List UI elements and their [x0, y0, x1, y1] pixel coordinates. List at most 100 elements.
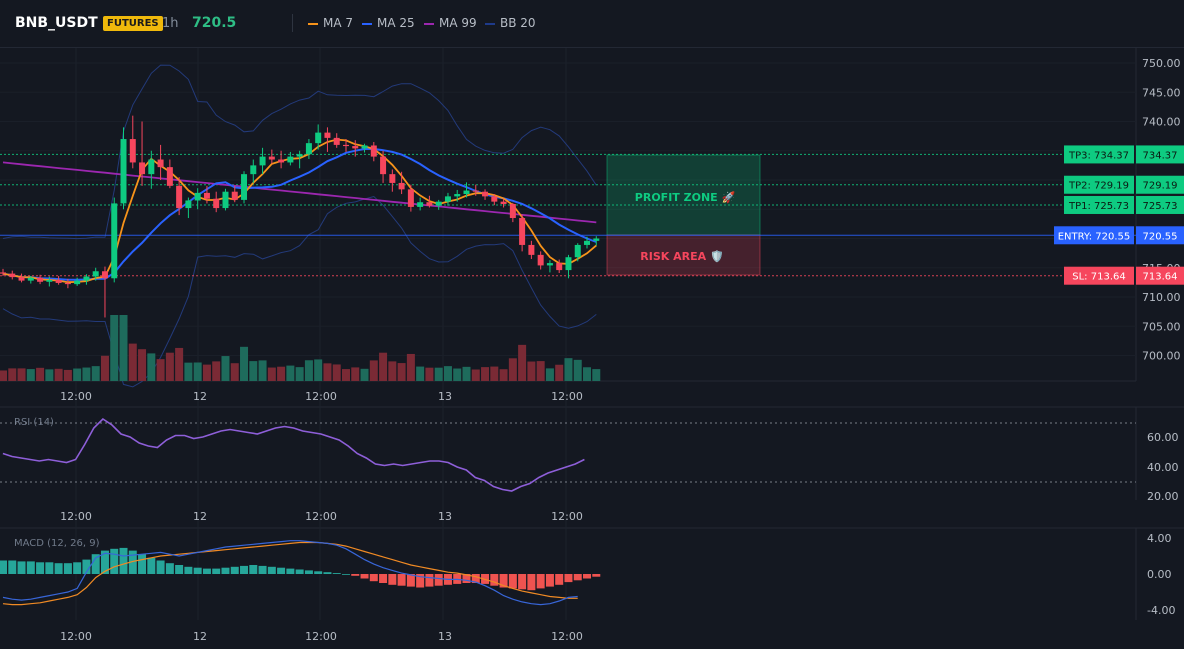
candle-body — [352, 146, 359, 149]
macd-hist-bar — [518, 574, 527, 590]
volume-bar — [555, 364, 564, 381]
candle-body — [157, 159, 164, 168]
candle-body — [278, 159, 285, 163]
symbol-label[interactable]: BNB_USDT — [15, 15, 98, 31]
candle-body — [584, 240, 591, 245]
legend-ma25[interactable]: MA 25 — [362, 15, 415, 32]
macd-axis-neg4: -4.00 — [1147, 604, 1175, 617]
macd-hist-bar — [462, 574, 471, 583]
legend-ma99[interactable]: MA 99 — [424, 15, 477, 32]
volume-bar — [258, 360, 267, 381]
macd-hist-bar — [36, 562, 45, 574]
legend-ma25-label: MA 25 — [377, 16, 415, 30]
macd-hist-bar — [416, 574, 425, 588]
timeframe-label[interactable]: 1h — [162, 16, 179, 31]
candle-body — [463, 190, 470, 195]
macd-hist-bar — [406, 574, 415, 587]
level-tag-text-sl: SL: 713.64 — [1072, 272, 1125, 283]
level-axis-tag-tp1 — [1136, 195, 1184, 214]
macd-hist-bar — [545, 574, 554, 587]
candle-body — [259, 156, 266, 166]
candle-body — [491, 196, 498, 202]
macd-hist-bar — [295, 569, 304, 574]
level-axis-tag-tp2 — [1136, 175, 1184, 194]
volume-bar — [304, 360, 313, 381]
macd-hist-bar — [110, 548, 119, 574]
volume-bar — [91, 366, 100, 381]
macd-hist-bar — [175, 565, 184, 574]
chart-header: BNB_USDT FUTURES 1h 720.5 MA 7 MA 25 MA … — [0, 0, 1184, 48]
level-tag-text-tp1: TP1: 725.73 — [1068, 201, 1129, 212]
candle-body — [18, 277, 25, 281]
bollinger-bands — [2, 64, 597, 388]
ma7-swatch — [308, 22, 318, 25]
level-tag-entry — [1054, 226, 1134, 245]
macd-hist-bar — [119, 547, 128, 574]
bb20-swatch — [485, 22, 495, 25]
macd-hist-bar — [73, 562, 82, 574]
volume-bar — [379, 352, 388, 381]
macd-hist-bar — [425, 574, 434, 587]
macd-hist-bar — [63, 563, 72, 574]
legend-ma99-label: MA 99 — [439, 16, 477, 30]
volume-bar — [499, 369, 508, 381]
time-tick-label: 12 — [193, 510, 207, 523]
level-tag-tp2 — [1064, 175, 1134, 194]
candle-body — [74, 280, 81, 285]
level-axis-value-tp2: 729.19 — [1143, 181, 1178, 192]
level-axis-tag-tp3 — [1136, 145, 1184, 164]
level-tag-text-tp2: TP2: 729.19 — [1068, 181, 1129, 192]
macd-hist-bar — [527, 574, 536, 591]
candle-body — [472, 190, 479, 192]
level-tag-text-tp3: TP3: 734.37 — [1068, 150, 1129, 161]
volume-bar — [212, 361, 221, 381]
volume-bar — [573, 359, 582, 381]
volume-bar — [341, 369, 350, 381]
macd-hist-bar — [82, 559, 91, 574]
candle-body — [324, 132, 331, 138]
macd-hist-bar — [314, 571, 323, 574]
legend-ma7[interactable]: MA 7 — [308, 15, 353, 32]
macd-hist-bar — [147, 557, 156, 574]
volume-bar — [508, 358, 517, 381]
macd-hist-bar — [499, 574, 508, 588]
candle-body — [407, 189, 414, 207]
volume-bar — [0, 370, 7, 381]
time-tick-label: 12 — [193, 630, 207, 643]
level-axis-value-tp3: 734.37 — [1143, 150, 1178, 161]
candle-body — [166, 167, 173, 186]
level-tag-sl — [1064, 266, 1134, 285]
volume-bar — [36, 367, 45, 381]
candle-body — [203, 192, 210, 199]
candle-body — [546, 263, 553, 266]
volume-bar — [545, 368, 554, 381]
time-tick-label: 12:00 — [305, 390, 337, 403]
level-axis-value-tp1: 725.73 — [1143, 201, 1178, 212]
candle-body — [398, 182, 405, 190]
macd-hist-bar — [323, 572, 332, 574]
level-tags: TP3: 734.37 734.37 TP2: 729.19 729.19 TP1: 7… — [1054, 145, 1184, 285]
time-axes: 12:00 12 12:00 13 12:00 12:00 12 12:00 13 12:00 12… — [60, 390, 583, 643]
candle-body — [213, 198, 220, 209]
candle-body — [556, 263, 563, 271]
bb-upper — [2, 64, 597, 240]
rsi-axis-60: 60.00 — [1147, 431, 1179, 444]
legend-bb20[interactable]: BB 20 — [485, 15, 536, 32]
volume-bar — [518, 344, 527, 381]
candle-body — [92, 271, 99, 277]
volume-bar — [175, 347, 184, 381]
candle-body — [129, 139, 136, 163]
level-tag-tp3 — [1064, 145, 1134, 164]
macd-hist-bar — [17, 561, 26, 574]
macd-hist-bar — [360, 574, 369, 579]
candle-body — [444, 196, 451, 202]
macd-hist-bar — [240, 565, 249, 574]
volume-bar — [82, 367, 91, 381]
volume-bar — [267, 367, 276, 381]
time-tick-label: 12:00 — [60, 390, 92, 403]
volume-bars — [0, 315, 601, 381]
macd-hist-bar — [267, 566, 276, 574]
time-tick-label: 12 — [193, 390, 207, 403]
level-tag-text-entry: ENTRY: 720.55 — [1058, 231, 1131, 242]
